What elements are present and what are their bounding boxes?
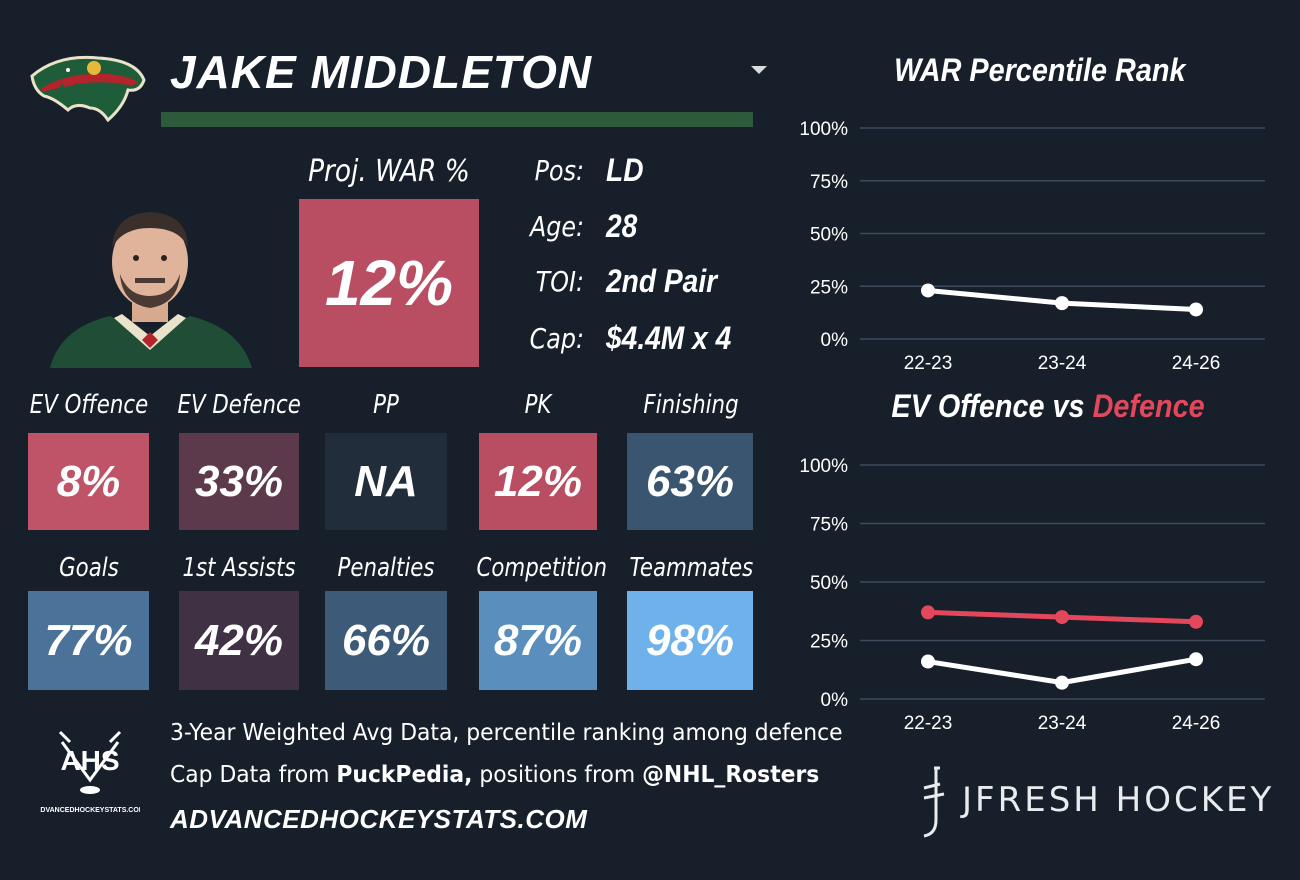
footer-source-prefix: Cap Data from <box>170 762 337 788</box>
war-chart-xtick-label: 23-24 <box>1038 353 1087 374</box>
chart-ev-title-highlight: Defence <box>1092 388 1205 424</box>
chart-ev-title-prefix: EV Offence vs <box>891 388 1093 424</box>
footer-source-note: Cap Data from PuckPedia, positions from … <box>170 762 819 788</box>
chart-war-title: WAR Percentile Rank <box>894 52 1186 88</box>
war-chart-series-point <box>1189 302 1203 317</box>
bio-age-label: Age: <box>529 210 584 243</box>
tile-label-ev-offence: EV Offence <box>29 390 149 420</box>
proj-war-value: 12% <box>299 199 479 367</box>
footer-methodology-note: 3-Year Weighted Avg Data, percentile ran… <box>170 720 843 746</box>
war-chart-ytick-label: 0% <box>821 330 849 351</box>
chart-ev-offence-defence: 100% 75% 50% 25% 0% 22-23 23-24 24-26 <box>799 456 1265 734</box>
war-chart-ytick-label: 75% <box>810 172 848 193</box>
chart-ev-title: EV Offence vs Defence <box>891 388 1204 425</box>
tile-penalties: 66% <box>325 591 447 690</box>
footer-website-link[interactable]: ADVANCEDHOCKEYSTATS.COM <box>170 804 588 834</box>
tile-label-competition: Competition <box>476 553 607 583</box>
ev-chart-series-point <box>1189 614 1203 629</box>
tile-finishing: 63% <box>627 433 753 530</box>
bio-toi-value: 2nd Pair <box>606 263 718 299</box>
jfresh-brand-text: JFRESH HOCKEY <box>962 780 1275 820</box>
proj-war-label: Proj. WAR % <box>308 154 470 189</box>
war-chart-series-point <box>921 283 935 298</box>
tile-label-penalties: Penalties <box>337 553 435 583</box>
war-chart-ytick-label: 100% <box>799 119 848 140</box>
footer-source-nhl-rosters[interactable]: @NHL_Rosters <box>642 762 820 788</box>
bio-pos-value: LD <box>606 152 644 188</box>
ev-chart-ytick-label: 50% <box>810 573 848 594</box>
bio-cap-value: $4.4M x 4 <box>606 320 732 356</box>
ahs-logo-text: AHS <box>60 745 119 776</box>
tile-competition: 87% <box>479 591 597 690</box>
tile-label-pk: PK <box>524 390 552 420</box>
ev-chart-ytick-label: 100% <box>799 456 848 477</box>
tile-teammates: 98% <box>627 591 753 690</box>
ev-chart-series-point <box>1055 610 1069 625</box>
ev-chart-series-point <box>1055 675 1069 690</box>
player-name: JAKE MIDDLETON <box>170 46 593 98</box>
war-chart-xtick-label: 24-26 <box>1172 353 1221 374</box>
bio-pos-label: Pos: <box>534 154 584 187</box>
tile-pp: NA <box>325 433 447 530</box>
tile-label-ev-defence: EV Defence <box>177 390 301 420</box>
bio-age-value: 28 <box>606 208 638 244</box>
tile-ev-defence: 33% <box>179 433 299 530</box>
player-headshot <box>50 212 252 368</box>
war-chart-xtick-label: 22-23 <box>904 353 953 374</box>
team-logo <box>30 55 146 123</box>
tile-label-1st-assists: 1st Assists <box>182 553 296 583</box>
player-dropdown-chevron-icon[interactable] <box>748 62 770 78</box>
ev-chart-xtick-label: 22-23 <box>904 713 953 734</box>
war-chart-ytick-label: 50% <box>810 225 848 246</box>
ev-chart-series-point <box>921 654 935 669</box>
ev-chart-ytick-label: 0% <box>821 690 849 711</box>
name-underline-bar <box>161 112 753 127</box>
ev-chart-xtick-label: 24-26 <box>1172 713 1221 734</box>
tile-pk: 12% <box>479 433 597 530</box>
footer-source-puckpedia[interactable]: PuckPedia, <box>336 762 473 788</box>
ev-chart-series-point <box>921 605 935 620</box>
ev-chart-xtick-label: 23-24 <box>1038 713 1087 734</box>
chart-war-percentile: 100% 75% 50% 25% 0% 22-23 23-24 24-26 <box>799 119 1265 374</box>
ahs-logo-subtext: ADVANCEDHOCKEYSTATS.COM <box>40 807 140 814</box>
ev-chart-ytick-label: 75% <box>810 515 848 536</box>
tile-ev-offence: 8% <box>28 433 149 530</box>
bio-cap-label: Cap: <box>529 322 584 355</box>
war-chart-ytick-label: 25% <box>810 277 848 298</box>
tile-label-teammates: Teammates <box>629 553 754 583</box>
ev-chart-series-point <box>1189 652 1203 667</box>
war-chart-series-point <box>1055 296 1069 311</box>
tile-label-goals: Goals <box>59 553 119 583</box>
tile-label-pp: PP <box>373 390 399 420</box>
footer-source-mid: positions from <box>472 762 643 788</box>
ev-chart-ytick-label: 25% <box>810 632 848 653</box>
tile-1st-assists: 42% <box>179 591 299 690</box>
bio-toi-label: TOI: <box>535 265 584 298</box>
jfresh-logo <box>923 766 945 838</box>
tile-goals: 77% <box>28 591 149 690</box>
tile-label-finishing: Finishing <box>643 390 739 420</box>
ahs-logo: AHS ADVANCEDHOCKEYSTATS.COM <box>40 730 140 814</box>
